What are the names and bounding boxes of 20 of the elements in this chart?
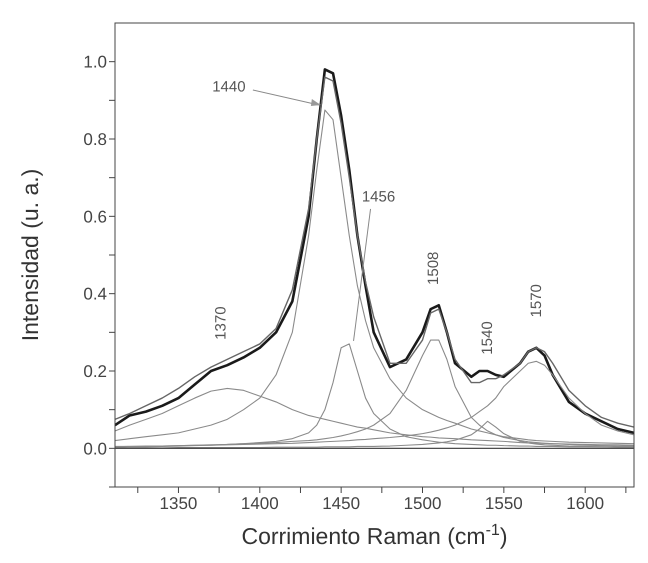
y-tick-label: 1.0 [83, 52, 107, 72]
x-axis-title: Corrimiento Raman (cm$^{-1}$) [241, 521, 508, 549]
x-tick-label: 1550 [484, 494, 523, 513]
y-tick-label: 0.4 [83, 284, 107, 304]
y-axis-title: Intensidad (u. a.) [17, 168, 43, 342]
y-tick-label: 0.6 [83, 207, 107, 226]
x-tick-label: 1600 [566, 494, 604, 513]
y-tick-label: 0.2 [83, 362, 107, 381]
x-tick-label: 1400 [240, 494, 279, 513]
annotation: 1440 [212, 78, 246, 96]
x-tick-label: 1500 [404, 494, 442, 513]
y-tick-label: 0.8 [83, 130, 107, 149]
annotation: 1370 [212, 306, 230, 340]
annotation: 1456 [362, 188, 396, 206]
annotation: 1570 [528, 284, 545, 318]
annotation: 1508 [425, 252, 442, 285]
x-tick-label: 1450 [322, 494, 360, 513]
annotation: 1540 [479, 321, 496, 355]
x-tick-label: 1350 [160, 494, 198, 513]
y-tick-label: 0.0 [83, 439, 107, 458]
